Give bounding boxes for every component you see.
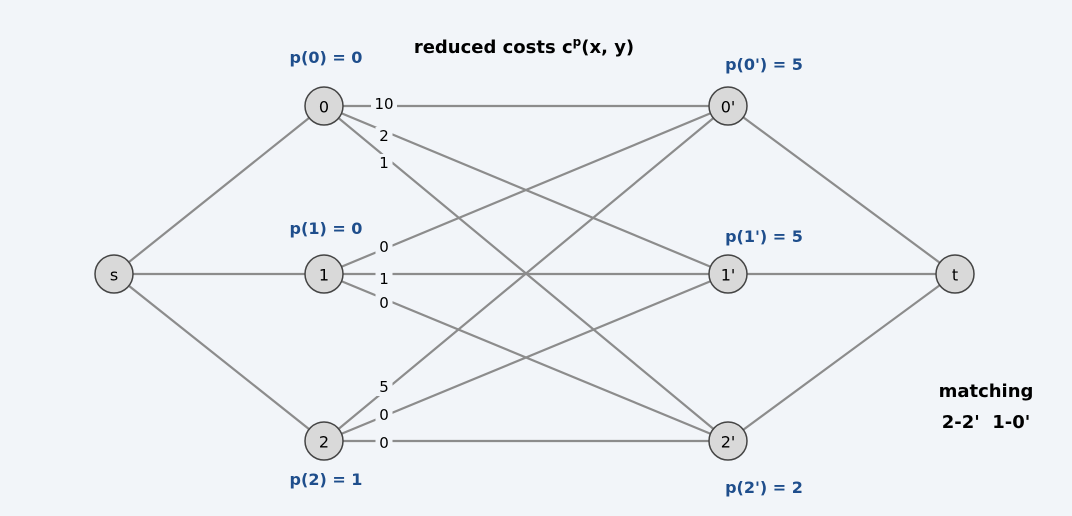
node-label: s <box>110 266 118 285</box>
matching-heading: matching <box>939 381 1034 402</box>
edge-cost-background <box>375 406 393 424</box>
edge-cost-background <box>375 127 393 145</box>
node-1: 1 <box>304 254 344 294</box>
node-0: 0 <box>304 86 344 126</box>
node-2: 2 <box>304 421 344 461</box>
edge-cost-1-to-0-prime: 0 <box>379 238 389 256</box>
edge-cost-background <box>375 434 393 452</box>
edge-0-prime-to-t <box>727 105 956 275</box>
node-label: t <box>952 266 958 285</box>
node-t: t <box>935 254 975 294</box>
node-2-prime: 2' <box>708 421 748 461</box>
node-circle <box>304 254 344 294</box>
node-circle <box>708 421 748 461</box>
node-label: 1 <box>319 266 329 285</box>
edge-2-prime-to-t <box>727 273 956 442</box>
edge-cost-background <box>375 378 393 396</box>
potential-node-0-prime: p(0') = 5 <box>725 55 803 74</box>
node-label: 2 <box>319 433 329 452</box>
edge-cost-background <box>375 294 393 312</box>
edge-cost-background <box>375 238 393 256</box>
node-label: 0 <box>319 98 329 117</box>
edge-cost-0-to-2-prime: 1 <box>379 154 389 172</box>
node-circle <box>304 86 344 126</box>
edge-cost-0-to-1-prime: 2 <box>379 127 389 145</box>
edge-cost-2-to-0-prime: 5 <box>379 378 389 396</box>
edges-layer <box>113 104 956 443</box>
edge-cost-2-to-2-prime: 0 <box>379 434 389 452</box>
potential-node-0: p(0) = 0 <box>290 48 363 67</box>
matching-pairs: 2-2' 1-0' <box>942 412 1031 433</box>
edge-cost-1-to-2-prime: 0 <box>379 294 389 312</box>
potential-node-2: p(2) = 1 <box>290 470 363 489</box>
node-circle <box>304 421 344 461</box>
edge-cost-background <box>375 270 393 288</box>
edge-cost-0-to-0-prime: 10 <box>374 95 393 113</box>
node-label: 0' <box>721 98 736 117</box>
potential-node-1-prime: p(1') = 5 <box>725 227 803 246</box>
node-s: s <box>94 254 134 294</box>
node-circle <box>708 86 748 126</box>
edge-cost-background <box>375 154 393 172</box>
nodes-layer: s 0 1 2 0' 1' 2' t <box>94 86 975 461</box>
edge-s-to-2 <box>113 273 325 442</box>
node-circle <box>708 254 748 294</box>
node-0-prime: 0' <box>708 86 748 126</box>
diagram-title: reduced costs cp(x, y) <box>414 35 634 58</box>
node-circle <box>935 254 975 294</box>
potential-node-2-prime: p(2') = 2 <box>725 478 803 497</box>
node-circle <box>94 254 134 294</box>
edge-s-to-0 <box>113 105 325 275</box>
node-label: 1' <box>721 266 736 285</box>
edge-cost-background <box>371 95 397 113</box>
potential-node-1: p(1) = 0 <box>290 219 363 238</box>
node-1-prime: 1' <box>708 254 748 294</box>
node-label: 2' <box>721 433 736 452</box>
edge-cost-1-to-1-prime: 1 <box>379 270 389 288</box>
edge-cost-2-to-1-prime: 0 <box>379 406 389 424</box>
